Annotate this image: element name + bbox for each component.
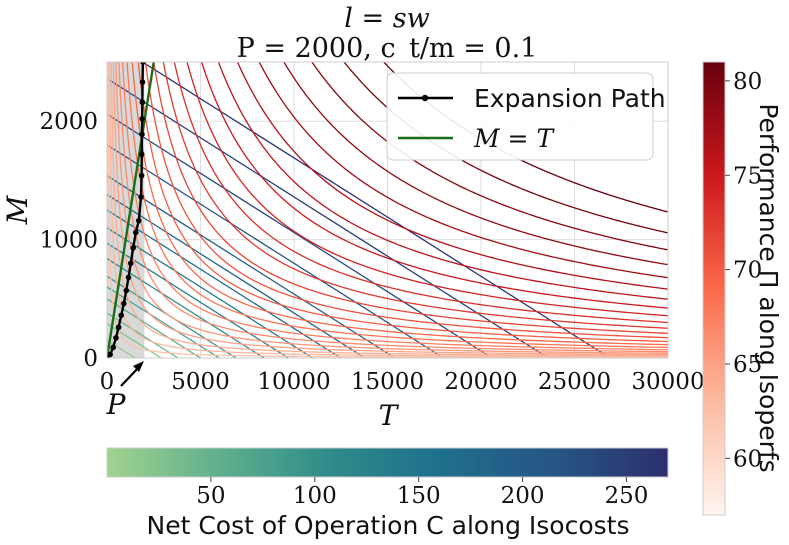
isoperf-line <box>311 62 668 251</box>
isoperf-line <box>131 62 668 346</box>
isoperf-line <box>200 62 668 309</box>
legend-label-expansion-path: Expansion Path <box>474 84 666 113</box>
expansion-path-point <box>123 287 130 294</box>
x-tick-label: 20000 <box>444 369 517 395</box>
colorbar-cost-tick-label: 150 <box>397 483 441 509</box>
y-tick-label: 2000 <box>39 109 98 135</box>
x-tick-labels: 0 5000 10000 15000 20000 25000 30000 <box>100 369 705 395</box>
isoperf-line <box>144 62 668 339</box>
isoperf-lines <box>107 62 668 358</box>
x-tick-label: 15000 <box>351 369 424 395</box>
isocost-line <box>107 312 179 358</box>
colorbar-cost <box>106 447 669 478</box>
expansion-path-point <box>138 151 145 158</box>
expansion-path-point <box>139 79 146 85</box>
x-tick-label: 0 <box>100 369 115 395</box>
isocost-line <box>107 323 162 358</box>
isoperf-line <box>137 62 668 343</box>
isocost-line <box>107 78 549 358</box>
plot-frame <box>106 61 669 359</box>
colorbar-cost-tick-label: 200 <box>501 483 545 509</box>
isoperf-line <box>283 62 668 266</box>
legend: Expansion Path M = T <box>386 72 666 161</box>
expansion-path-point <box>132 229 139 236</box>
expansion-path-point <box>130 245 136 251</box>
x-tick-label: 25000 <box>538 369 611 395</box>
colorbar-performance-tick-label: 80 <box>733 69 762 95</box>
colorbar-cost-label: Net Cost of Operation C along Isocosts <box>147 511 630 540</box>
colorbar-cost-ticks: 50 100 150 200 250 <box>196 477 648 509</box>
expansion-path-point <box>139 116 145 122</box>
expansion-path-point <box>118 312 125 319</box>
isoperf-line <box>258 62 668 279</box>
colorbar-cost-tick-label: 100 <box>293 483 337 509</box>
expansion-path-point <box>125 274 132 281</box>
isoperf-line <box>126 62 668 349</box>
expansion-path-point <box>127 260 134 267</box>
isocost-line <box>107 209 342 358</box>
p-annotation-arrowhead <box>133 361 144 372</box>
expansion-path-group <box>107 62 146 358</box>
isocost-line <box>141 62 611 358</box>
expansion-path-point <box>140 62 146 65</box>
colorbar-performance-tick-label: 70 <box>733 258 762 284</box>
isocost-line <box>107 113 493 358</box>
expansion-path-point <box>115 324 122 331</box>
expansion-path-point <box>138 194 144 200</box>
isoperf-line <box>236 62 668 290</box>
colorbar-cost-tick-label: 50 <box>196 483 225 509</box>
colorbar-performance <box>702 61 726 516</box>
isoperf-line <box>173 62 668 324</box>
expansion-path-point <box>139 99 146 106</box>
identity-line-group <box>107 62 155 358</box>
isocost-line <box>107 144 444 358</box>
expansion-path-point <box>135 217 142 224</box>
expansion-path-point <box>138 172 145 179</box>
expansion-path-point <box>113 335 119 341</box>
isocost-line <box>107 257 265 358</box>
isocost-line <box>107 227 314 358</box>
isoperf-line <box>107 62 668 358</box>
x-tick-label: 5000 <box>171 369 230 395</box>
isoperf-line <box>112 62 668 356</box>
colorbar-performance-tick-label: 60 <box>733 446 762 472</box>
isoperf-line <box>110 62 668 357</box>
x-axis-label: T <box>379 399 400 432</box>
colorbar-performance-tick-label: 75 <box>733 163 762 189</box>
isocost-line <box>107 339 136 358</box>
colorbar-cost-tick-label: 250 <box>604 483 648 509</box>
isoperf-line <box>121 62 668 351</box>
x-tick-label: 30000 <box>631 369 704 395</box>
isocost-line <box>107 175 396 358</box>
colorbar-performance-ticks: 60 65 70 75 80 <box>725 69 762 472</box>
expansion-path-point <box>121 300 127 307</box>
chart-title-line1: l = sw <box>344 3 429 34</box>
isoperf-line <box>217 62 668 300</box>
isoperf-line <box>186 62 668 317</box>
expansion-path-point <box>139 131 145 138</box>
isoperf-line <box>108 62 668 358</box>
legend-box <box>386 72 654 161</box>
colorbar-performance-label: Performance Π along Isoperfs <box>754 103 783 472</box>
legend-marker-expansion-path <box>421 94 429 102</box>
y-axis-label: M <box>1 194 34 225</box>
isoperf-line <box>162 62 668 329</box>
legend-label-identity: M = T <box>473 124 555 153</box>
identity-line <box>107 62 155 358</box>
isoperf-line <box>118 62 668 353</box>
chart-title-line2: P = 2000, c_t/m = 0.1 <box>237 33 538 64</box>
p-annotation-label: P <box>106 388 127 421</box>
expansion-path-point <box>110 344 116 351</box>
x-tick-label: 10000 <box>257 369 330 395</box>
y-tick-label: 0 <box>83 346 98 372</box>
y-tick-label: 1000 <box>39 228 98 254</box>
isoperf-line <box>115 62 668 354</box>
expansion-path-point <box>107 351 113 358</box>
isoperf-line <box>153 62 668 334</box>
colorbar-performance-tick-label: 65 <box>733 352 762 378</box>
isocost-line <box>107 242 289 358</box>
y-tick-labels: 0 1000 2000 <box>39 109 98 372</box>
